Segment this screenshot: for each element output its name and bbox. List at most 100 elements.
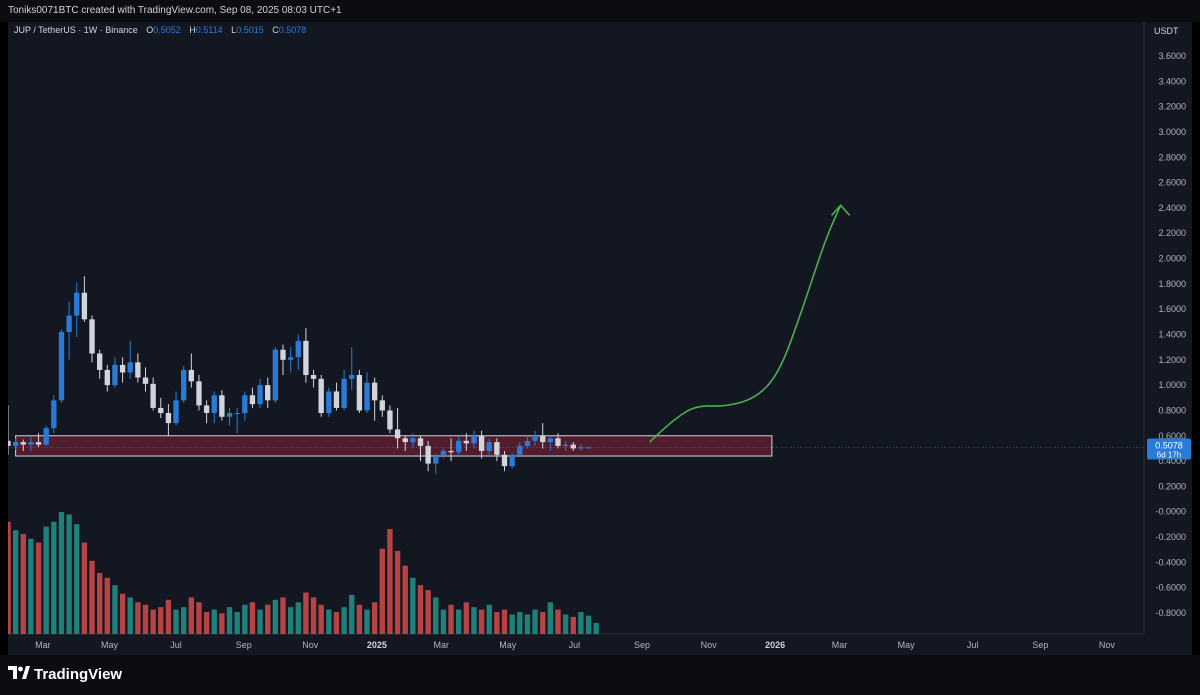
volume-bar	[318, 604, 324, 634]
volume-bar	[211, 609, 217, 634]
candle-body	[486, 442, 492, 451]
candle-body	[463, 440, 470, 444]
volume-bar	[425, 590, 431, 634]
volume-bar	[127, 597, 133, 634]
candle-body	[81, 292, 88, 320]
volume-bar	[35, 542, 42, 634]
x-tick-label: 2026	[765, 640, 785, 650]
candle-body	[562, 444, 569, 446]
x-tick-label: Jul	[569, 640, 581, 650]
high-label: H	[189, 25, 196, 35]
close-value: 0.5078	[278, 25, 307, 35]
candle-body	[219, 395, 225, 417]
volume-bar	[540, 612, 546, 634]
brand-name: TradingView	[34, 666, 123, 683]
volume-bar	[51, 521, 57, 634]
volume-bar	[509, 614, 515, 634]
support-zone	[15, 435, 773, 457]
candle-body	[287, 357, 294, 360]
y-tick-label: 0.2000	[1158, 481, 1186, 491]
volume-bar	[433, 597, 439, 634]
candle-body	[517, 445, 523, 455]
candle-body	[410, 438, 416, 443]
volume-bar	[58, 512, 65, 634]
volume-bar	[532, 609, 538, 634]
x-tick-label: May	[101, 640, 119, 650]
volume-bar	[203, 612, 210, 634]
candle-body	[58, 331, 65, 401]
candle-body	[425, 445, 431, 464]
candle-body	[234, 412, 240, 414]
candle-body	[524, 440, 531, 446]
y-tick-label: 3.2000	[1158, 102, 1186, 112]
candle-body	[265, 385, 271, 401]
volume-bar	[142, 604, 149, 634]
candle-body	[28, 442, 34, 445]
watermark-text: Toniks0071BTC created with TradingView.c…	[8, 5, 342, 16]
candle-body	[127, 362, 133, 373]
candle-body	[211, 395, 217, 413]
candle-body	[448, 450, 454, 453]
volume-bar	[371, 602, 378, 634]
candle-body	[196, 381, 202, 406]
volume-bar	[341, 607, 347, 634]
y-tick-label: 3.0000	[1158, 127, 1186, 137]
candle-body	[478, 435, 485, 451]
volume-bar	[196, 602, 202, 634]
price-chart[interactable]: USDT 3.6000 3.4000 3.2000 3.0000 2.8000 2.6000…	[8, 22, 1192, 655]
candle-body	[112, 364, 118, 386]
price-badge-countdown: 6d 17h	[1157, 450, 1181, 459]
candle-body	[8, 440, 11, 446]
candle-body	[12, 442, 19, 446]
y-tick-label: 1.4000	[1158, 330, 1186, 340]
candle-body	[158, 407, 164, 413]
y-tick-label: 2.4000	[1158, 203, 1186, 213]
candle-body	[326, 391, 332, 413]
volume-bar	[570, 616, 576, 634]
candle-body	[119, 364, 126, 373]
volume-bar	[257, 609, 263, 634]
y-tick-label: -0.6000	[1155, 583, 1186, 593]
volume-bar	[89, 560, 95, 634]
x-tick-label: Mar	[35, 640, 51, 650]
candle-body	[165, 412, 172, 424]
candle-body	[242, 395, 248, 413]
volume-bar	[494, 612, 500, 634]
projection-arrowhead	[831, 204, 851, 216]
candle-body	[142, 377, 149, 384]
volume-bar	[150, 609, 156, 634]
symbol-legend: JUP / TetherUS · 1W · Binance O0.5052 H0…	[14, 25, 306, 35]
candle-body	[433, 456, 439, 464]
volume-bar	[478, 609, 485, 634]
volume-bar	[112, 585, 118, 634]
volume-bar	[287, 607, 294, 634]
x-tick-label: 2025	[367, 640, 387, 650]
currency-label: USDT	[1154, 26, 1179, 36]
volume-bar	[349, 594, 355, 634]
volume-bar	[585, 615, 592, 634]
candle-body	[371, 382, 378, 401]
volume-bar	[402, 565, 408, 634]
volume-bar	[280, 597, 286, 634]
volume-bar	[28, 538, 34, 634]
candle-body	[394, 429, 401, 439]
y-tick-label: 0.4000	[1158, 456, 1186, 466]
volume-bar	[463, 602, 470, 634]
candle-body	[203, 405, 210, 413]
volume-bar	[226, 607, 233, 634]
volume-bar	[333, 612, 340, 634]
tradingview-logo[interactable]: TradingView	[8, 666, 122, 683]
y-tick-label: 2.2000	[1158, 228, 1186, 238]
candle-body	[509, 454, 515, 467]
volume-bar	[104, 577, 110, 634]
candle-body	[249, 395, 256, 405]
y-tick-label: -0.4000	[1155, 557, 1186, 567]
y-tick-label: 0.8000	[1158, 405, 1186, 415]
candle-body	[89, 319, 95, 354]
volume-bar	[555, 609, 561, 634]
y-tick-label: 2.8000	[1158, 152, 1186, 162]
chart-area[interactable]: USDT 3.6000 3.4000 3.2000 3.0000 2.8000 2.6000…	[8, 22, 1192, 655]
volume-bar	[119, 593, 126, 634]
candle-body	[280, 349, 286, 360]
price-badge-value: 0.5078	[1155, 440, 1183, 450]
